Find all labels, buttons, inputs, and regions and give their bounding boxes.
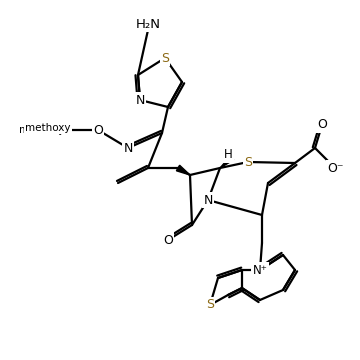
Text: H: H xyxy=(224,148,232,162)
Text: O: O xyxy=(93,123,103,136)
Text: N: N xyxy=(135,94,145,107)
Text: O: O xyxy=(317,118,327,131)
Text: S: S xyxy=(161,51,169,64)
Text: methoxy: methoxy xyxy=(25,123,71,133)
Text: O⁻: O⁻ xyxy=(327,162,343,175)
Text: methoxy: methoxy xyxy=(19,125,65,135)
Text: N⁺: N⁺ xyxy=(253,264,267,276)
Polygon shape xyxy=(176,165,190,175)
Polygon shape xyxy=(220,156,234,168)
Text: N: N xyxy=(123,141,133,154)
Text: S: S xyxy=(206,298,214,311)
Text: N: N xyxy=(203,194,213,207)
Text: O: O xyxy=(163,234,173,247)
Text: S: S xyxy=(244,156,252,168)
Text: H₂N: H₂N xyxy=(135,18,161,31)
